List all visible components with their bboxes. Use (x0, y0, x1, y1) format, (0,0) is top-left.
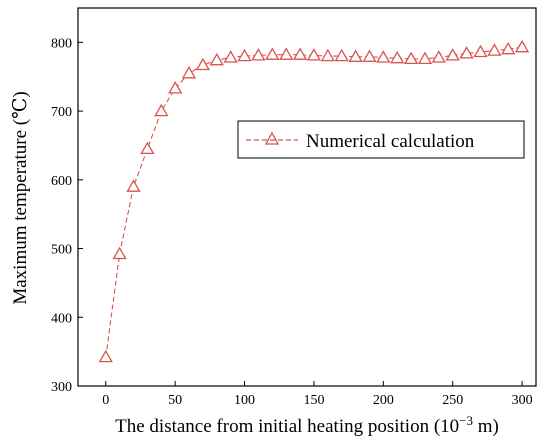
data-point-marker (251, 48, 266, 61)
legend-marker-triangle (264, 131, 280, 145)
y-tick-label: 800 (51, 36, 72, 51)
y-tick-label: 300 (51, 380, 72, 395)
y-axis-label: Maximum temperature (℃) (10, 91, 31, 304)
data-point-marker (501, 41, 516, 55)
data-point-marker (403, 51, 419, 65)
data-point-marker (237, 48, 252, 62)
x-tick-label: 150 (303, 393, 324, 408)
data-point-marker (348, 49, 363, 62)
data-point-marker (168, 81, 183, 94)
x-axis-label-exponent: −3 (459, 413, 473, 428)
data-point-marker (459, 46, 474, 59)
data-point-marker (362, 49, 377, 62)
legend-label: Numerical calculation (306, 131, 475, 152)
plot-frame (77, 7, 537, 387)
data-point-marker (431, 50, 446, 63)
legend: Numerical calculation (237, 120, 525, 159)
axis-ticks: 0 50 100 150 200 250 300 300 400 500 600 700 800 (51, 36, 533, 408)
data-point-marker (181, 65, 197, 79)
data-point-marker (140, 141, 155, 155)
y-tick-label: 500 (51, 243, 72, 258)
data-point-marker (209, 52, 224, 66)
data-point-marker (320, 48, 335, 62)
data-point-marker (98, 349, 113, 363)
series-line (105, 46, 523, 358)
y-tick-label: 400 (51, 311, 72, 326)
x-tick-label: 0 (102, 393, 109, 408)
data-point-marker (417, 51, 433, 65)
y-tick-label: 600 (51, 174, 72, 189)
data-point-marker (445, 48, 460, 61)
data-point-marker (487, 43, 502, 56)
x-tick-label: 250 (442, 393, 463, 408)
data-point-marker (473, 44, 488, 58)
series-layer (98, 39, 530, 363)
data-point-marker (154, 103, 169, 117)
data-point-marker (376, 50, 391, 63)
x-axis-label-unit: m) (473, 416, 499, 437)
x-tick-label: 50 (168, 393, 182, 408)
legend-box (237, 120, 525, 159)
data-point-marker (265, 47, 280, 60)
data-point-marker (223, 50, 238, 63)
data-point-marker (126, 179, 141, 192)
x-axis-label-main: The distance from initial heating positi… (115, 416, 459, 437)
data-point-marker (334, 48, 349, 62)
y-tick-label: 700 (51, 105, 72, 120)
data-point-marker (390, 50, 405, 64)
data-point-marker (112, 246, 127, 260)
x-tick-label: 300 (512, 393, 533, 408)
data-point-marker (514, 39, 530, 53)
x-axis-label: The distance from initial heating positi… (115, 413, 499, 437)
data-point-marker (195, 57, 211, 71)
x-tick-label: 100 (234, 393, 255, 408)
data-point-marker (306, 48, 322, 61)
data-point-marker (292, 47, 308, 60)
x-tick-label: 200 (373, 393, 394, 408)
data-point-marker (279, 47, 294, 60)
